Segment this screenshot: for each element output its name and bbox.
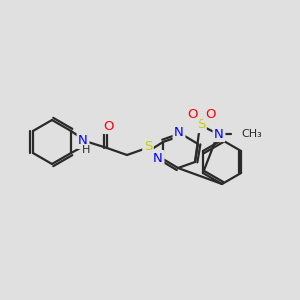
Text: S: S	[197, 118, 205, 131]
Text: N: N	[153, 152, 163, 164]
Text: O: O	[104, 119, 114, 133]
Text: CH₃: CH₃	[241, 129, 262, 139]
Text: O: O	[205, 107, 215, 121]
Text: N: N	[214, 128, 224, 140]
Text: N: N	[78, 134, 88, 148]
Text: N: N	[174, 127, 184, 140]
Text: H: H	[82, 145, 90, 155]
Text: O: O	[188, 107, 198, 121]
Text: S: S	[144, 140, 152, 154]
